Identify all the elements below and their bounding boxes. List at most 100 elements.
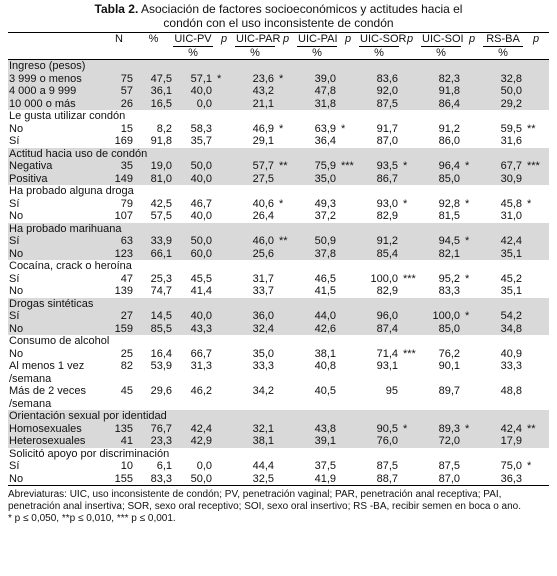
value-cell: 31,0 — [500, 210, 522, 222]
value-cell: 46,5 — [314, 272, 336, 285]
value-cell: 89,3 — [421, 422, 461, 435]
value-cell: 107 — [114, 210, 133, 222]
subheader-row: %%%%%% — [8, 45, 549, 60]
value-cell: 46,9 — [252, 122, 274, 135]
p-value — [275, 322, 297, 335]
p-value — [275, 348, 297, 361]
value-cell: 48,8 — [500, 385, 522, 397]
p-value — [275, 460, 297, 473]
value-cell: 76,7 — [134, 422, 173, 435]
header-cell: p — [344, 33, 352, 45]
p-value — [337, 460, 359, 473]
header-cell: UIC-SOR — [360, 33, 407, 45]
row-label: Sí — [8, 235, 104, 248]
value-cell: 14,5 — [134, 310, 173, 323]
p-value — [275, 310, 297, 323]
p-value — [399, 460, 421, 473]
p-value — [213, 198, 235, 211]
data-row: Sí 27 14,5 40,0 36,0 44,0 96,0 100,0 * 54,2 — [8, 310, 549, 323]
value-cell: 87,0 — [376, 135, 398, 147]
section-title: Ingreso (pesos) — [8, 59, 549, 73]
subheader-cell — [213, 46, 235, 60]
p-value: * — [461, 422, 483, 435]
value-cell: 71,4 — [376, 347, 398, 360]
value-cell: 82,9 — [376, 210, 398, 222]
value-cell: 26 — [104, 97, 134, 110]
p-value — [461, 85, 483, 98]
value-cell: 86,7 — [359, 172, 399, 185]
value-cell: 86,0 — [438, 135, 460, 147]
p-value: * — [341, 122, 346, 135]
header-cell: N — [115, 33, 123, 45]
p-value — [399, 235, 421, 248]
row-label: No — [8, 322, 104, 335]
p-value — [275, 285, 297, 298]
value-cell: 35,1 — [483, 247, 523, 260]
data-row: No 155 83,3 50,0 32,5 41,9 88,7 87,0 36,3 — [8, 473, 549, 486]
value-cell: 47 — [120, 272, 133, 285]
value-cell: 95 — [385, 385, 398, 397]
data-table: N% UIC-PV p UIC-PAR p UIC-PAI p UIC-SOR p UIC-SOI… — [8, 32, 549, 486]
p-value: * — [399, 422, 421, 435]
value-cell: 87,0 — [438, 472, 460, 485]
p-value — [523, 273, 549, 286]
p-value — [337, 422, 359, 435]
p-value: ** — [523, 422, 549, 435]
header-row: N% UIC-PV p UIC-PAR p UIC-PAI p UIC-SOR p UIC-SOI… — [8, 33, 549, 47]
value-cell: 91,8 — [150, 135, 172, 147]
header-cell: RS-BA — [486, 33, 520, 45]
p-value — [461, 247, 483, 260]
value-cell: 50,9 — [297, 235, 337, 248]
value-cell: 82,1 — [421, 247, 461, 260]
row-label: No — [8, 247, 104, 260]
value-cell: 35,0 — [297, 172, 337, 185]
p-value: * — [461, 310, 483, 323]
value-cell: 90,1 — [438, 360, 460, 372]
p-value — [461, 123, 483, 136]
value-cell: 33,3 — [252, 360, 274, 372]
row-label: Sí — [9, 135, 20, 147]
p-value — [337, 72, 359, 85]
section-row: Drogas sintéticas — [8, 297, 549, 310]
value-cell: 50,0 — [190, 472, 212, 485]
value-cell: 39,0 — [297, 72, 337, 85]
row-label: Sí — [8, 310, 104, 323]
value-cell: 23,3 — [134, 435, 173, 448]
p-value — [337, 322, 359, 335]
value-cell: 92,8 — [438, 197, 460, 210]
p-value — [337, 85, 359, 98]
value-cell: 42,5 — [150, 197, 172, 210]
value-cell: 29,2 — [483, 97, 523, 110]
value-cell: 135 — [104, 422, 134, 435]
p-value — [523, 310, 549, 323]
value-cell: 40,0 — [173, 172, 213, 185]
p-value: ** — [275, 160, 297, 173]
data-row: No 25 16,4 66,7 35,0 38,1 71,4 *** 76,2 40,9 — [8, 348, 549, 361]
value-cell: 63 — [104, 235, 134, 248]
value-cell: 43,3 — [173, 322, 213, 335]
p-value — [275, 247, 297, 260]
value-cell: 50,0 — [173, 160, 213, 173]
value-cell: 40,0 — [173, 85, 213, 98]
p-value — [337, 435, 359, 448]
value-cell: 39,1 — [297, 435, 337, 448]
value-cell: 47,5 — [134, 72, 173, 85]
section-title: Consumo de alcohol — [9, 335, 110, 347]
value-cell: 169 — [114, 135, 133, 147]
value-cell: 41,5 — [314, 285, 336, 297]
p-value — [461, 210, 483, 223]
p-value: * — [461, 160, 483, 173]
p-value: *** — [523, 160, 549, 173]
value-cell: 100,0 — [421, 310, 461, 323]
subheader-cell — [523, 46, 549, 60]
p-value — [461, 473, 483, 486]
value-cell: 83,6 — [359, 72, 399, 85]
data-row: Positiva 149 81,0 40,0 27,5 35,0 86,7 85,0 30,9 — [8, 172, 549, 185]
row-label: No — [9, 472, 24, 485]
p-value — [399, 247, 421, 260]
header-cell: p — [532, 33, 540, 45]
p-value — [337, 247, 359, 260]
value-cell: 46,2 — [190, 385, 212, 397]
footnote: Abreviaturas: UIC, uso inconsistente de … — [8, 489, 522, 512]
p-value — [213, 85, 235, 98]
